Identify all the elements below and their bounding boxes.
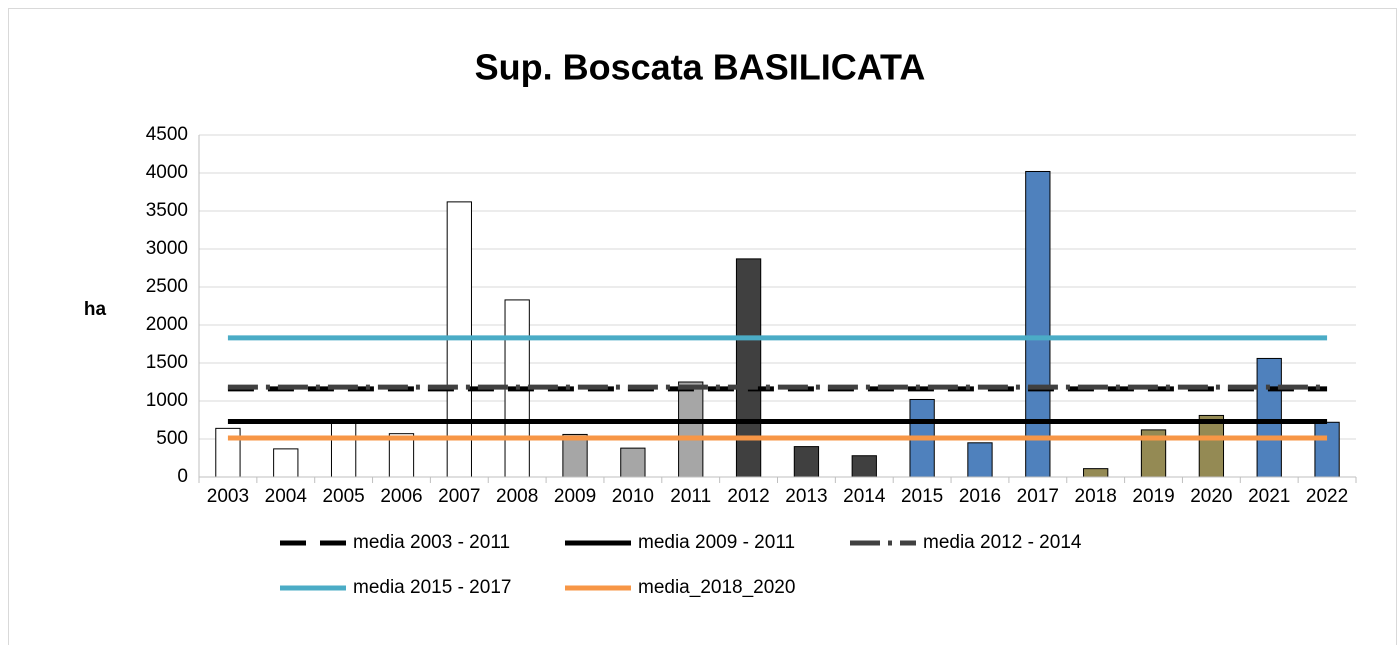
x-tick-label: 2006 xyxy=(380,486,422,507)
bar xyxy=(273,448,299,478)
bar xyxy=(1314,421,1340,478)
y-axis-label: ha xyxy=(84,299,107,320)
y-tick-label: 4500 xyxy=(146,124,188,145)
legend-label: media_2018_2020 xyxy=(638,577,795,598)
legend-label: media 2012 - 2014 xyxy=(923,532,1082,553)
x-tick-label: 2015 xyxy=(901,486,943,507)
y-tick-label: 2000 xyxy=(146,314,188,335)
bar xyxy=(620,447,646,478)
bar xyxy=(678,381,704,478)
x-tick-label: 2022 xyxy=(1306,486,1348,507)
x-tick-label: 2012 xyxy=(727,486,769,507)
y-tick-label: 0 xyxy=(177,466,188,487)
y-tick-label: 4000 xyxy=(146,162,188,183)
x-tick-label: 2020 xyxy=(1190,486,1232,507)
y-tick-label: 1500 xyxy=(146,352,188,373)
x-tick-label: 2005 xyxy=(322,486,364,507)
y-tick-label: 1000 xyxy=(146,390,188,411)
bar xyxy=(1025,170,1051,478)
x-tick-label: 2008 xyxy=(496,486,538,507)
y-tick-label: 3000 xyxy=(146,238,188,259)
y-tick-label: 500 xyxy=(156,428,188,449)
bar xyxy=(793,446,820,478)
x-tick-label: 2017 xyxy=(1017,486,1059,507)
x-tick-label: 2003 xyxy=(207,486,249,507)
x-tick-label: 2019 xyxy=(1132,486,1174,507)
bar xyxy=(1083,468,1109,478)
bar xyxy=(330,421,357,478)
x-tick-label: 2009 xyxy=(554,486,596,507)
bar xyxy=(1256,357,1282,478)
x-tick-label: 2021 xyxy=(1248,486,1290,507)
legend-label: media 2015 - 2017 xyxy=(353,577,511,598)
x-tick-label: 2007 xyxy=(438,486,480,507)
legend-label: media 2009 - 2011 xyxy=(638,532,795,553)
x-tick-label: 2014 xyxy=(843,486,886,507)
x-tick-label: 2013 xyxy=(785,486,827,507)
bar xyxy=(562,433,588,478)
x-tick-label: 2016 xyxy=(959,486,1001,507)
x-tick-label: 2018 xyxy=(1075,486,1117,507)
bar xyxy=(735,258,762,478)
x-tick-label: 2011 xyxy=(670,486,711,507)
bar xyxy=(388,433,415,478)
bar xyxy=(1198,414,1225,478)
bar xyxy=(851,455,877,478)
x-tick-label: 2010 xyxy=(612,486,654,507)
chart-title: Sup. Boscata BASILICATA xyxy=(475,47,926,88)
legend-label: media 2003 - 2011 xyxy=(353,532,510,553)
y-tick-label: 3500 xyxy=(146,200,188,221)
y-tick-label: 2500 xyxy=(146,276,188,297)
bar xyxy=(967,442,993,478)
chart-border xyxy=(8,8,1397,645)
x-tick-label: 2004 xyxy=(265,486,308,507)
